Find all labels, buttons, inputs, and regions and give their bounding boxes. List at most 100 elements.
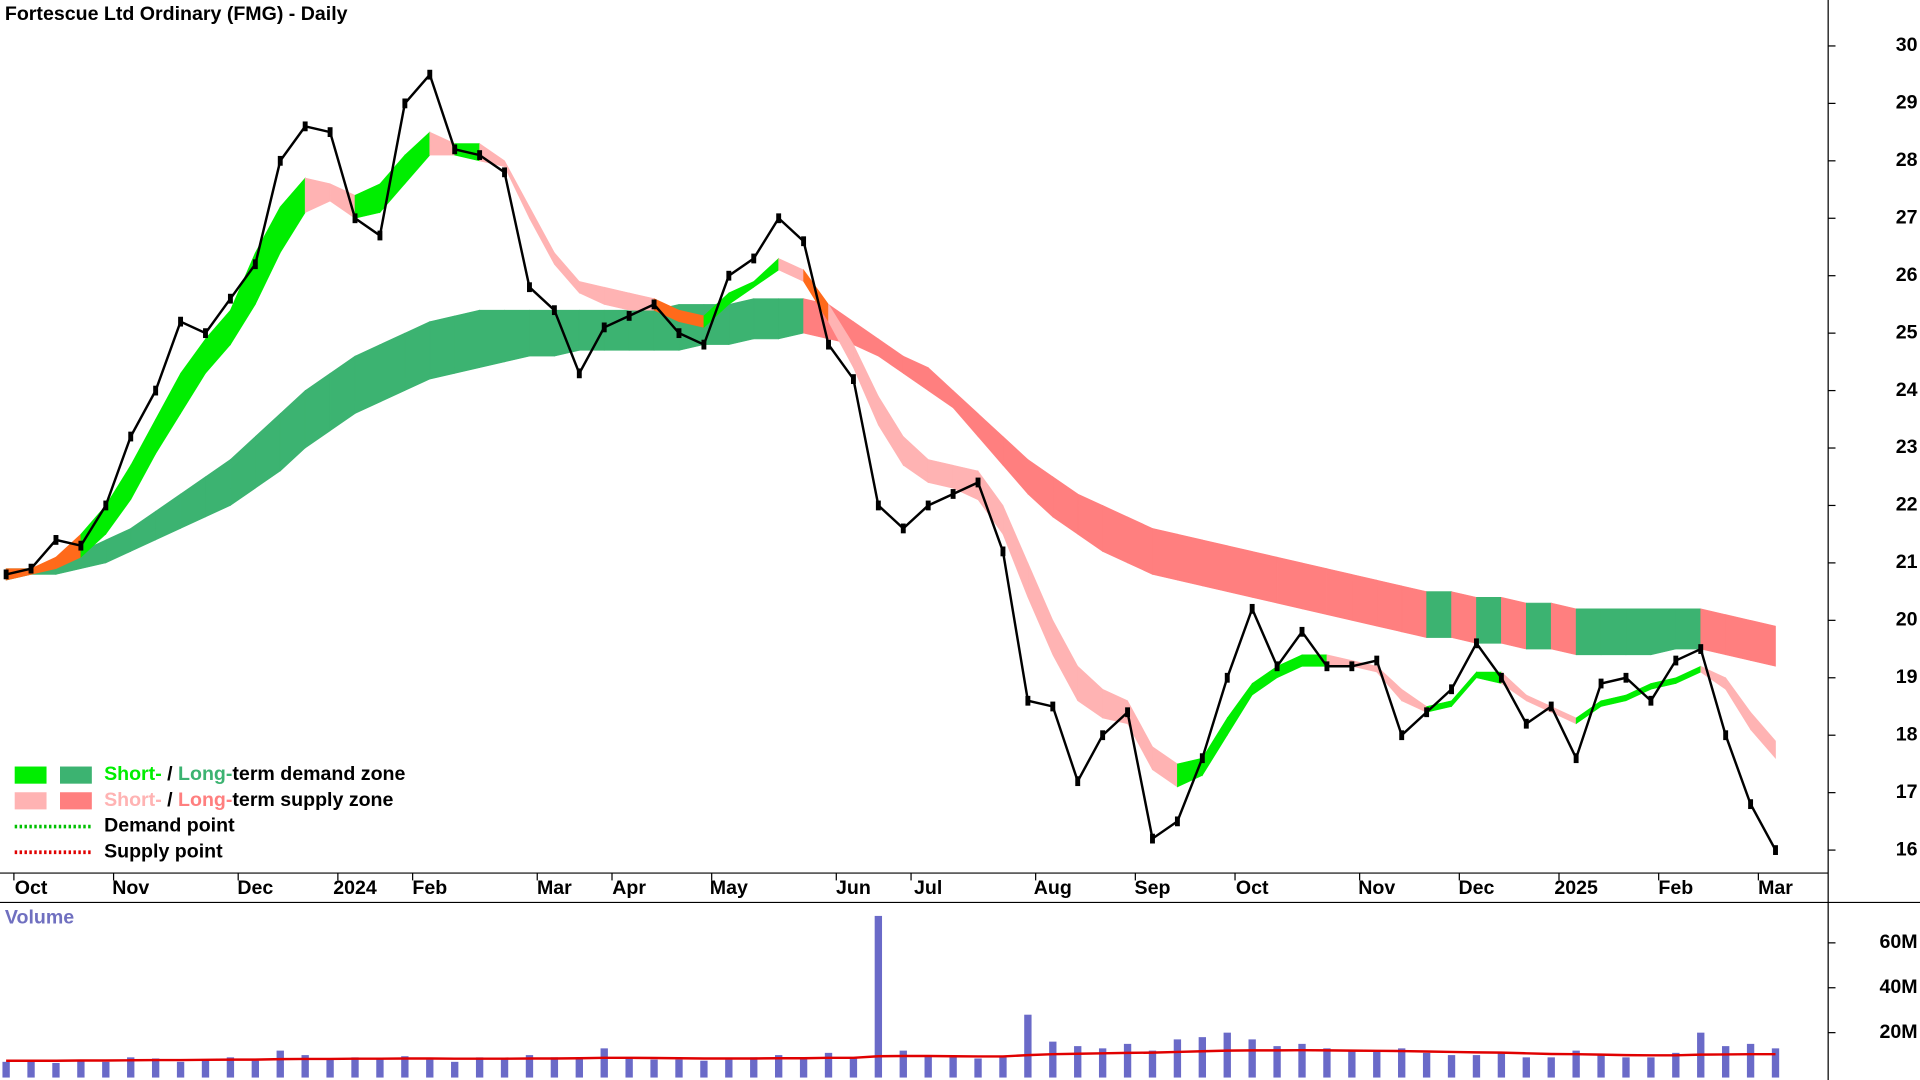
price-point [1449, 684, 1454, 695]
price-point [327, 127, 333, 138]
volume-bar [1497, 1052, 1506, 1078]
price-point [477, 150, 483, 160]
legend-part: Long- [178, 763, 232, 785]
volume-bar [824, 1052, 833, 1078]
volume-bar [1721, 1046, 1730, 1078]
y-tick-label: 27 [1896, 206, 1918, 228]
price-point [252, 259, 258, 270]
legend-swatch [14, 766, 47, 784]
volume-bar [575, 1058, 583, 1078]
price-point [1748, 799, 1754, 810]
x-tick-label: Sep [1135, 877, 1171, 899]
legend-label: Short- / Long-term demand zone [104, 763, 405, 785]
volume-bar [1672, 1052, 1680, 1078]
price-point [227, 293, 233, 304]
volume-average-line [6, 1048, 1776, 1062]
volume-bar [2, 1061, 10, 1078]
volume-bar [127, 1057, 135, 1078]
volume-bar [201, 1059, 210, 1078]
long-term-zone [1226, 545, 1253, 598]
x-tick-label: Feb [1658, 877, 1693, 899]
volume-bar [974, 1058, 982, 1078]
y-tick-label: 23 [1896, 436, 1918, 458]
long-term-zone [753, 298, 779, 340]
volume-bar [176, 1061, 185, 1078]
volume-bar [799, 1058, 808, 1078]
long-term-zone [1276, 556, 1303, 610]
long-term-zone [354, 344, 381, 415]
price-point [601, 322, 607, 333]
price-point [1723, 730, 1729, 741]
y-tick-label: 19 [1896, 666, 1918, 688]
legend-part: term supply zone [232, 789, 393, 811]
price-point [1523, 718, 1529, 729]
volume-bar [251, 1060, 260, 1078]
volume-bar [1572, 1050, 1580, 1078]
volume-bar [1074, 1046, 1082, 1078]
price-point [1249, 603, 1255, 614]
y-tick-label: 28 [1896, 149, 1918, 171]
price-point [1174, 816, 1180, 827]
price-point [701, 339, 707, 350]
long-term-zone [529, 309, 555, 357]
long-term-zone [1376, 579, 1403, 633]
volume-bar [600, 1048, 608, 1078]
price-point [53, 535, 59, 545]
price-point [3, 569, 9, 580]
price-point [751, 253, 757, 264]
volume-bar [1348, 1050, 1356, 1078]
legend-part: Short- [104, 763, 162, 785]
volume-bar [451, 1061, 459, 1078]
volume-bar [226, 1057, 235, 1078]
price-point [1299, 626, 1305, 637]
long-term-zone [1501, 596, 1527, 650]
long-term-zone [1301, 562, 1328, 615]
volume-bar [276, 1050, 284, 1078]
price-point [1399, 730, 1405, 741]
price-point [352, 213, 358, 224]
price-point [551, 305, 557, 316]
price-point [1050, 701, 1056, 712]
long-term-zone [728, 298, 755, 346]
long-term-zone [1725, 614, 1751, 661]
volume-bar [1173, 1039, 1182, 1078]
long-term-zone [1251, 551, 1278, 604]
price-point [1673, 655, 1679, 666]
legend-part: term demand zone [232, 763, 405, 785]
volume-bar [1098, 1048, 1107, 1078]
x-tick-label: Jun [836, 877, 871, 899]
y-tick-label: 40M [1879, 976, 1917, 998]
x-tick-label: Mar [1758, 877, 1793, 899]
price-point [1100, 730, 1106, 741]
chart-title: Fortescue Ltd Ordinary (FMG) - Daily [5, 3, 348, 25]
y-tick-label: 20M [1879, 1021, 1917, 1043]
short-term-zone [1750, 711, 1776, 760]
y-tick-label: 16 [1896, 838, 1918, 860]
price-point [1075, 776, 1081, 787]
price-point [103, 500, 109, 511]
volume-bar [1422, 1052, 1431, 1078]
volume-bar [1622, 1057, 1630, 1078]
price-point [1150, 833, 1155, 844]
volume-bar [1248, 1039, 1256, 1078]
price-point [28, 563, 34, 574]
volume-bar [77, 1059, 85, 1078]
volume-bar [1148, 1050, 1157, 1078]
long-term-zone [578, 309, 605, 351]
x-tick-label: Aug [1034, 877, 1072, 899]
long-term-zone [1575, 608, 1602, 656]
price-point [427, 69, 433, 80]
price-point [975, 477, 981, 488]
volume-bar [1647, 1057, 1655, 1078]
y-tick-label: 20 [1896, 609, 1918, 631]
long-term-zone [1451, 591, 1477, 644]
long-term-zone [504, 309, 530, 363]
price-point [776, 213, 782, 224]
y-tick-label: 24 [1896, 379, 1918, 401]
long-term-zone [479, 309, 505, 368]
volume-bar [1123, 1043, 1132, 1078]
x-tick-label: Nov [112, 877, 149, 899]
price-point [1773, 845, 1778, 855]
